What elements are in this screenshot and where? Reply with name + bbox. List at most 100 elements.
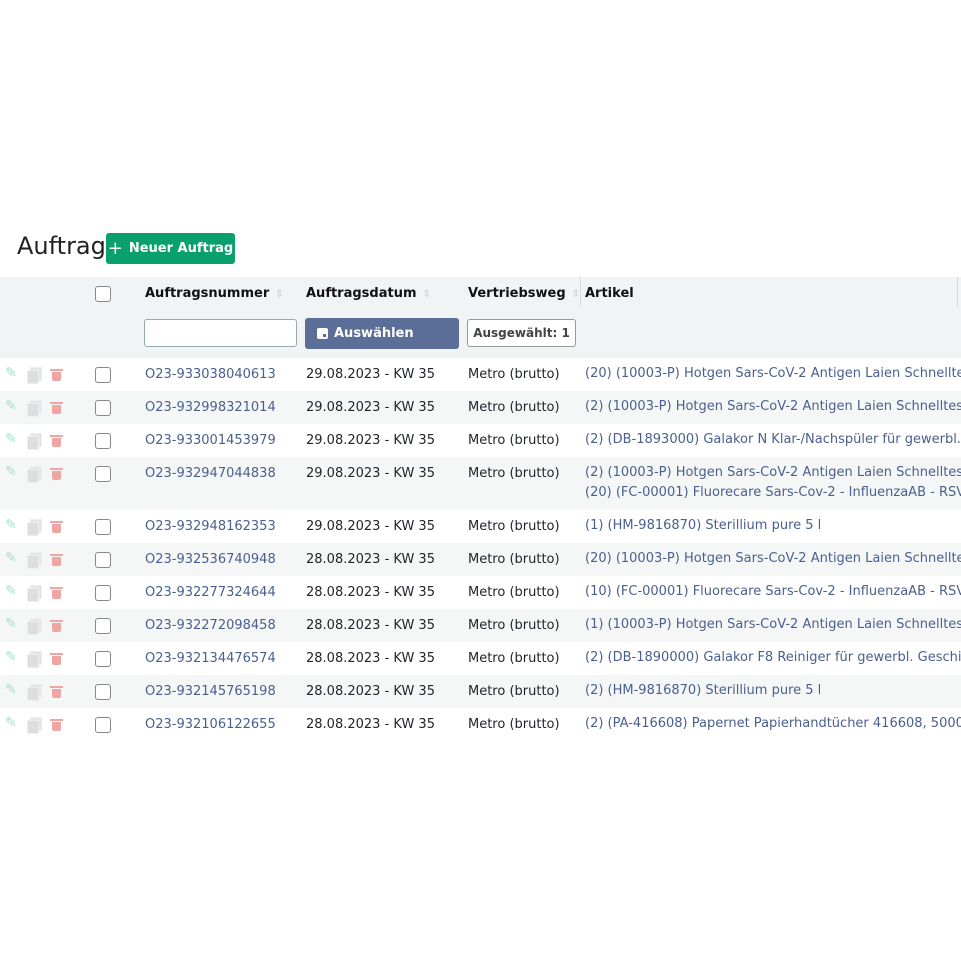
delete-icon[interactable]	[50, 619, 63, 632]
sort-icon[interactable]: ⇕	[275, 289, 284, 300]
sort-icon[interactable]: ⇕	[422, 289, 431, 300]
delete-icon[interactable]	[50, 434, 63, 447]
article-list: (2) (DB-1893000) Galakor N Klar-/Nachspü…	[585, 430, 961, 450]
copy-icon[interactable]	[27, 618, 42, 635]
article-link[interactable]: (1) (HM-9816870) Sterillium pure 5 l	[585, 518, 822, 533]
row-checkbox[interactable]	[95, 717, 111, 733]
edit-icon[interactable]: ✎	[5, 550, 17, 566]
row-checkbox[interactable]	[95, 433, 111, 449]
date-select-button[interactable]: Auswählen	[305, 318, 459, 349]
row-checkbox[interactable]	[95, 552, 111, 568]
article-link[interactable]: (2) (DB-1893000) Galakor N Klar-/Nachspü…	[585, 432, 961, 447]
copy-icon[interactable]	[27, 466, 42, 483]
order-number-link[interactable]: O23-932948162353	[145, 519, 276, 534]
delete-icon[interactable]	[50, 368, 63, 381]
delete-icon[interactable]	[50, 401, 63, 414]
edit-icon[interactable]: ✎	[5, 682, 17, 698]
order-number-link[interactable]: O23-932277324644	[145, 585, 276, 600]
table-row: ✎ O23-932106122655 28.08.2023 - KW 35 Me…	[0, 708, 961, 741]
article-link[interactable]: (2) (HM-9816870) Sterillium pure 5 l	[585, 683, 822, 698]
row-checkbox[interactable]	[95, 367, 111, 383]
article-link[interactable]: (10) (FC-00001) Fluorecare Sars-Cov-2 - …	[585, 584, 961, 599]
delete-icon[interactable]	[50, 520, 63, 533]
edit-icon[interactable]: ✎	[5, 431, 17, 447]
row-checkbox[interactable]	[95, 651, 111, 667]
delete-icon[interactable]	[50, 685, 63, 698]
plus-icon: +	[107, 237, 123, 259]
article-link[interactable]: (2) (10003-P) Hotgen Sars-CoV-2 Antigen …	[585, 399, 961, 414]
article-link[interactable]: (2) (10003-P) Hotgen Sars-CoV-2 Antigen …	[585, 465, 961, 480]
article-link[interactable]: (20) (FC-00001) Fluorecare Sars-Cov-2 - …	[585, 485, 961, 500]
order-number-link[interactable]: O23-932998321014	[145, 400, 276, 415]
column-divider	[957, 277, 958, 307]
edit-icon[interactable]: ✎	[5, 398, 17, 414]
column-divider	[580, 277, 581, 307]
row-checkbox[interactable]	[95, 618, 111, 634]
copy-icon[interactable]	[27, 519, 42, 536]
row-checkbox[interactable]	[95, 684, 111, 700]
order-date: 28.08.2023 - KW 35	[306, 585, 435, 600]
order-number-link[interactable]: O23-932536740948	[145, 552, 276, 567]
article-link[interactable]: (20) (10003-P) Hotgen Sars-CoV-2 Antigen…	[585, 366, 961, 381]
column-header-channel[interactable]: Vertriebsweg ⇕	[468, 286, 580, 301]
edit-icon[interactable]: ✎	[5, 517, 17, 533]
table-row: ✎ O23-933001453979 29.08.2023 - KW 35 Me…	[0, 424, 961, 457]
delete-icon[interactable]	[50, 652, 63, 665]
new-order-button[interactable]: + Neuer Auftrag	[106, 233, 235, 264]
edit-icon[interactable]: ✎	[5, 715, 17, 731]
edit-icon[interactable]: ✎	[5, 583, 17, 599]
order-number-link[interactable]: O23-933038040613	[145, 367, 276, 382]
column-header-article: Artikel	[585, 286, 634, 301]
order-number-link[interactable]: O23-932134476574	[145, 651, 276, 666]
copy-icon[interactable]	[27, 684, 42, 701]
sales-channel: Metro (brutto)	[468, 367, 560, 382]
row-checkbox[interactable]	[95, 466, 111, 482]
order-number-link[interactable]: O23-932106122655	[145, 717, 276, 732]
page-title: Auftrag	[17, 232, 106, 260]
copy-icon[interactable]	[27, 552, 42, 569]
article-list: (10) (FC-00001) Fluorecare Sars-Cov-2 - …	[585, 582, 961, 602]
article-link[interactable]: (1) (10003-P) Hotgen Sars-CoV-2 Antigen …	[585, 617, 961, 632]
copy-icon[interactable]	[27, 367, 42, 384]
sales-channel: Metro (brutto)	[468, 585, 560, 600]
order-date: 29.08.2023 - KW 35	[306, 400, 435, 415]
delete-icon[interactable]	[50, 586, 63, 599]
copy-icon[interactable]	[27, 585, 42, 602]
edit-icon[interactable]: ✎	[5, 365, 17, 381]
row-checkbox[interactable]	[95, 400, 111, 416]
copy-icon[interactable]	[27, 717, 42, 734]
copy-icon[interactable]	[27, 400, 42, 417]
table-row: ✎ O23-932277324644 28.08.2023 - KW 35 Me…	[0, 576, 961, 609]
edit-icon[interactable]: ✎	[5, 616, 17, 632]
order-number-link[interactable]: O23-932145765198	[145, 684, 276, 699]
column-header-number[interactable]: Auftragsnummer ⇕	[145, 286, 284, 301]
column-header-date[interactable]: Auftragsdatum ⇕	[306, 286, 431, 301]
table-row: ✎ O23-932948162353 29.08.2023 - KW 35 Me…	[0, 510, 961, 543]
channel-select[interactable]: Ausgewählt: 1	[467, 319, 576, 347]
article-link[interactable]: (20) (10003-P) Hotgen Sars-CoV-2 Antigen…	[585, 551, 961, 566]
sales-channel: Metro (brutto)	[468, 552, 560, 567]
sales-channel: Metro (brutto)	[468, 466, 560, 481]
delete-icon[interactable]	[50, 718, 63, 731]
row-checkbox[interactable]	[95, 519, 111, 535]
order-number-link[interactable]: O23-933001453979	[145, 433, 276, 448]
table-row: ✎ O23-932272098458 28.08.2023 - KW 35 Me…	[0, 609, 961, 642]
delete-icon[interactable]	[50, 467, 63, 480]
edit-icon[interactable]: ✎	[5, 464, 17, 480]
order-number-filter-input[interactable]	[144, 319, 297, 347]
order-number-link[interactable]: O23-932947044838	[145, 466, 276, 481]
edit-icon[interactable]: ✎	[5, 649, 17, 665]
order-number-link[interactable]: O23-932272098458	[145, 618, 276, 633]
copy-icon[interactable]	[27, 651, 42, 668]
row-checkbox[interactable]	[95, 585, 111, 601]
delete-icon[interactable]	[50, 553, 63, 566]
order-date: 28.08.2023 - KW 35	[306, 651, 435, 666]
new-order-label: Neuer Auftrag	[128, 241, 234, 256]
column-label: Vertriebsweg	[468, 286, 566, 301]
copy-icon[interactable]	[27, 433, 42, 450]
article-link[interactable]: (2) (DB-1890000) Galakor F8 Reiniger für…	[585, 650, 961, 665]
order-date: 29.08.2023 - KW 35	[306, 367, 435, 382]
sort-icon[interactable]: ⇕	[571, 289, 581, 300]
select-all-checkbox[interactable]	[95, 286, 111, 302]
article-link[interactable]: (2) (PA-416608) Papernet Papierhandtüche…	[585, 716, 961, 731]
